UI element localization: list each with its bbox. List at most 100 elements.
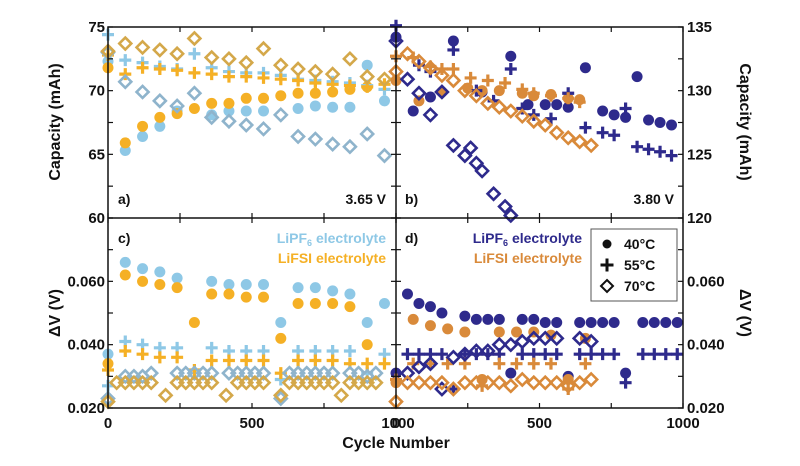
data-point-circle <box>608 109 620 121</box>
data-point-circle <box>407 313 419 325</box>
data-point-circle <box>597 105 609 117</box>
data-point-plus <box>608 348 621 361</box>
data-point-circle <box>258 105 270 117</box>
data-point-plus <box>544 357 557 370</box>
data-point-circle <box>424 301 436 313</box>
data-point-plus <box>544 112 557 125</box>
legend-marker-circle <box>602 239 612 249</box>
data-point-plus <box>579 357 592 370</box>
data-point-diamond <box>238 117 255 133</box>
data-point-diamond <box>502 377 519 394</box>
y-tick-label: 60 <box>88 210 105 227</box>
data-point-circle <box>528 313 540 325</box>
data-point-diamond <box>333 387 350 404</box>
data-point-diamond <box>399 71 416 88</box>
data-point-plus <box>562 92 575 105</box>
data-point-circle <box>511 326 523 338</box>
data-point-plus <box>205 354 218 367</box>
y-axis-title-capacity-right: Capacity (mAh) <box>736 63 753 180</box>
data-point-diamond <box>272 57 289 74</box>
data-point-circle <box>620 111 632 123</box>
data-point-plus <box>510 357 523 370</box>
data-point-diamond <box>434 67 450 84</box>
data-point-diamond <box>434 84 450 100</box>
data-point-circle <box>551 317 563 328</box>
data-point-circle <box>327 298 339 309</box>
data-point-diamond <box>272 387 289 404</box>
data-point-diamond <box>571 374 588 391</box>
data-point-diamond <box>399 45 416 62</box>
data-point-diamond <box>368 374 384 391</box>
data-point-plus <box>343 345 356 357</box>
data-point-plus <box>240 354 253 367</box>
data-point-plus <box>608 129 621 142</box>
data-point-circle <box>188 102 200 114</box>
data-point-diamond <box>368 365 384 382</box>
data-marks <box>100 19 684 410</box>
data-point-diamond <box>255 365 272 382</box>
data-point-plus <box>659 348 672 361</box>
data-point-circle <box>154 120 166 132</box>
data-point-circle <box>171 282 183 294</box>
data-point-plus <box>585 348 598 361</box>
data-point-plus <box>596 348 609 361</box>
data-point-diamond <box>537 117 554 133</box>
data-point-diamond <box>324 136 341 152</box>
data-point-plus <box>119 54 132 67</box>
data-point-circle <box>206 275 218 287</box>
data-point-diamond <box>143 365 160 382</box>
series-lifsi-70-c <box>388 45 599 154</box>
data-point-circle <box>413 298 425 309</box>
data-point-diamond <box>152 42 168 58</box>
data-point-circle <box>137 131 149 143</box>
data-point-circle <box>551 99 563 111</box>
data-point-circle <box>275 90 287 102</box>
data-point-circle <box>361 59 373 71</box>
data-point-diamond <box>525 113 542 130</box>
data-point-plus <box>240 70 253 83</box>
data-point-plus <box>119 345 132 357</box>
panel-label-d: d) <box>405 230 418 246</box>
data-point-diamond <box>491 336 508 353</box>
data-point-diamond <box>411 358 427 375</box>
data-point-circle <box>459 310 471 322</box>
data-point-plus <box>205 68 218 81</box>
data-point-circle <box>137 275 149 287</box>
y-tick-label: 120 <box>687 210 712 227</box>
data-point-circle <box>378 95 390 107</box>
data-point-circle <box>361 317 373 328</box>
data-point-circle <box>574 317 586 328</box>
series-lipf6-40-c <box>102 256 390 360</box>
y-tick-label: 0.020 <box>687 400 725 417</box>
data-point-diamond <box>502 207 519 224</box>
data-point-plus <box>205 341 218 354</box>
data-point-plus <box>464 71 477 84</box>
y-tick-label: 0.060 <box>687 273 725 290</box>
data-point-diamond <box>445 72 462 89</box>
data-point-circle <box>154 111 166 123</box>
data-point-circle <box>378 298 390 309</box>
data-point-diamond <box>491 99 508 116</box>
data-point-circle <box>119 256 131 268</box>
data-point-diamond <box>117 35 134 52</box>
data-point-circle <box>206 288 218 300</box>
data-point-plus <box>642 143 655 156</box>
data-point-diamond <box>203 374 220 391</box>
data-point-plus <box>527 87 540 100</box>
data-point-circle <box>539 99 551 111</box>
y-tick-label: 135 <box>687 19 712 36</box>
y-tick-label: 0.060 <box>67 273 105 290</box>
data-point-diamond <box>324 66 341 82</box>
x-tick-label: 0 <box>392 415 400 432</box>
data-point-plus <box>654 145 667 158</box>
data-point-plus <box>441 357 454 370</box>
data-point-circle <box>154 279 166 290</box>
data-point-diamond <box>376 147 393 164</box>
data-point-circle <box>223 279 235 290</box>
data-point-circle <box>258 279 270 290</box>
data-point-diamond <box>468 343 485 359</box>
data-point-circle <box>327 101 339 113</box>
legend-marker-plus <box>600 258 614 272</box>
data-point-plus <box>544 89 557 102</box>
data-point-diamond <box>238 54 255 71</box>
